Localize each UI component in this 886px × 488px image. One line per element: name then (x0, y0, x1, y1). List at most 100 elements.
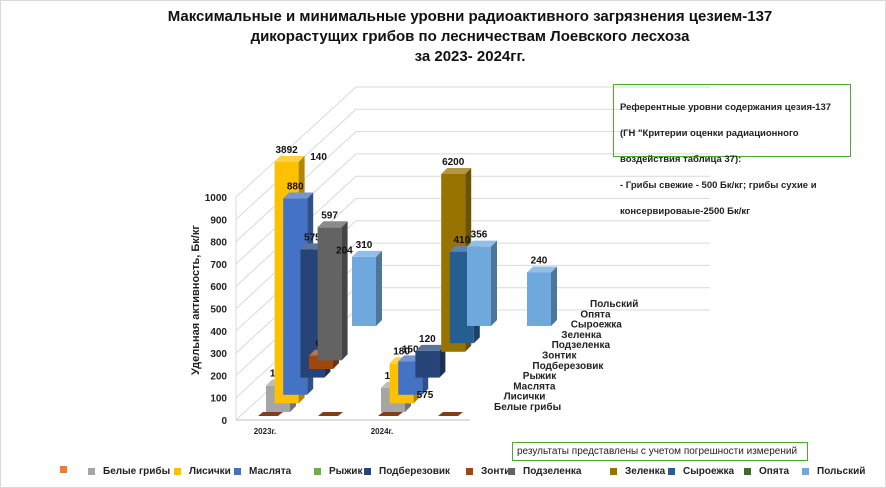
reference-line-2: (ГН "Критерии оценки радиационного (620, 128, 799, 139)
legend-swatch (610, 468, 617, 475)
y-tick-label-200: 200 (210, 371, 227, 382)
legend-swatch (314, 468, 321, 475)
bar-front (352, 256, 376, 326)
depth-label-10: Опята (580, 309, 611, 320)
bar-side (439, 344, 446, 378)
y-tick-label-500: 500 (210, 305, 227, 316)
y-tick-label-100: 100 (210, 394, 227, 405)
bar-value-label: 150 (402, 344, 419, 355)
measurement-note: результаты представлены с учетом погрешн… (512, 442, 808, 461)
depth-label-2: Лисички (504, 392, 546, 403)
legend-label: Подзеленка (523, 466, 582, 477)
legend-label: Лисички (189, 466, 231, 477)
depth-label-8: Зеленка (561, 330, 602, 341)
legend-item-12: Польский (802, 466, 865, 477)
legend-item-9: Зеленка (610, 466, 665, 477)
depth-label-1: Белые грибы (494, 401, 561, 413)
bar-top (352, 250, 382, 257)
bar-front (415, 350, 440, 378)
floor-marker-2 (318, 412, 343, 416)
x-category-label-1: 2023г. (254, 427, 277, 436)
bar-value-label: 240 (531, 255, 548, 266)
bar-top (527, 266, 557, 273)
bar-value-label: 575 (304, 232, 321, 243)
bar-2024г.-Польский-13: 356 (467, 230, 497, 326)
legend-label: Опята (759, 466, 790, 477)
extra-label-1: 204 (336, 245, 353, 256)
legend-item-3: Лисички (174, 466, 231, 477)
legend-label: Зонтик (481, 466, 516, 477)
depth-label-4: Рыжик (523, 371, 557, 382)
reference-line-5: консервироваые-2500 Бк/кг (620, 206, 751, 217)
y-tick-label-400: 400 (210, 327, 227, 338)
bar-value-label: 880 (287, 182, 304, 193)
y-tick-label-600: 600 (210, 282, 227, 293)
depth-label-6: Зонтик (542, 351, 577, 362)
bar-side (376, 250, 382, 326)
depth-label-7: Подзеленка (552, 340, 611, 351)
legend-swatch (234, 468, 241, 475)
bar-2023г.-Подзеленка-5: 597 (317, 210, 348, 361)
legend-item-4: Маслята (234, 466, 291, 477)
bar-value-label: 597 (321, 210, 338, 221)
chart-title-line-1: Максимальные и минимальные уровни радиоа… (167, 8, 773, 25)
legend-swatch (508, 468, 515, 475)
legend-swatch (174, 468, 181, 475)
legend-label: Сыроежка (683, 466, 735, 477)
legend-swatch (88, 468, 95, 475)
chart-legend: Белые грибы Лисички Маслята Рыжик Подберезов… (54, 466, 865, 484)
legend-item-5: Рыжик (314, 466, 362, 477)
chart-title-line-3: за 2023- 2024гг. (414, 48, 526, 65)
bar-2023г.-Маслята-2: 880 (283, 182, 314, 395)
bar-top (415, 344, 446, 351)
y-tick-label-1000: 1000 (205, 193, 228, 204)
extra-label-2: 575 (417, 390, 434, 401)
reference-line-3: воздействия таблица 37): (620, 154, 742, 165)
x-category-label-2: 2024г. (371, 427, 394, 436)
y-tick-label-900: 900 (210, 215, 227, 226)
y-tick-label-300: 300 (210, 349, 227, 360)
legend-swatch (466, 468, 473, 475)
depth-label-3: Маслята (513, 381, 556, 392)
legend-item-1 (60, 466, 75, 473)
legend-label: Польский (817, 466, 866, 477)
bar-top (441, 168, 472, 174)
bar-2023г.-Польский-6: 310 (352, 240, 382, 326)
legend-swatch (802, 468, 809, 475)
legend-swatch (60, 466, 67, 473)
bar-value-label: 356 (471, 230, 488, 241)
y-tick-label-700: 700 (210, 260, 227, 271)
legend-swatch (364, 468, 371, 475)
floor-marker-4 (438, 412, 463, 416)
legend-item-8: Подзеленка (508, 466, 581, 477)
legend-label: Зеленка (625, 466, 666, 477)
bar-side (491, 240, 497, 326)
reference-levels-box: Референтные уровни содержания цезия-137 … (613, 84, 851, 217)
chart-title-line-2: дикорастущих грибов по лесничествам Лоев… (250, 28, 690, 45)
bar-2024г.-Польский-14: 240 (527, 255, 557, 326)
legend-item-7: Зонтик (466, 466, 515, 477)
y-axis-title: Удельная активность, Бк/кг (190, 225, 202, 375)
extra-label-0: 140 (310, 152, 327, 163)
y-tick-label-0: 0 (221, 416, 227, 427)
bar-value-label: 180 (393, 346, 410, 357)
legend-label: Белые грибы (103, 466, 171, 477)
bar-2024г.-Подберезовик-10: 120 (415, 334, 446, 378)
y-tick-label-800: 800 (210, 238, 227, 249)
bar-value-label: 310 (356, 240, 373, 251)
legend-item-2: Белые грибы (88, 466, 170, 477)
floor-marker-3 (378, 412, 403, 416)
bar-front (317, 227, 342, 361)
bar-front (527, 272, 551, 326)
floor-marker-1 (258, 412, 283, 416)
reference-line-1: Референтные уровни содержания цезия-137 (620, 102, 832, 113)
bar-side (551, 266, 557, 326)
legend-item-11: Опята (744, 466, 789, 477)
reference-line-4: - Грибы свежие - 500 Бк/кг; грибы сухие … (620, 180, 817, 191)
bar-top (283, 192, 314, 199)
legend-label: Подберезовик (379, 466, 451, 477)
bar-top (274, 156, 305, 162)
legend-swatch (668, 468, 675, 475)
bar-value-label: 3892 (275, 145, 298, 156)
